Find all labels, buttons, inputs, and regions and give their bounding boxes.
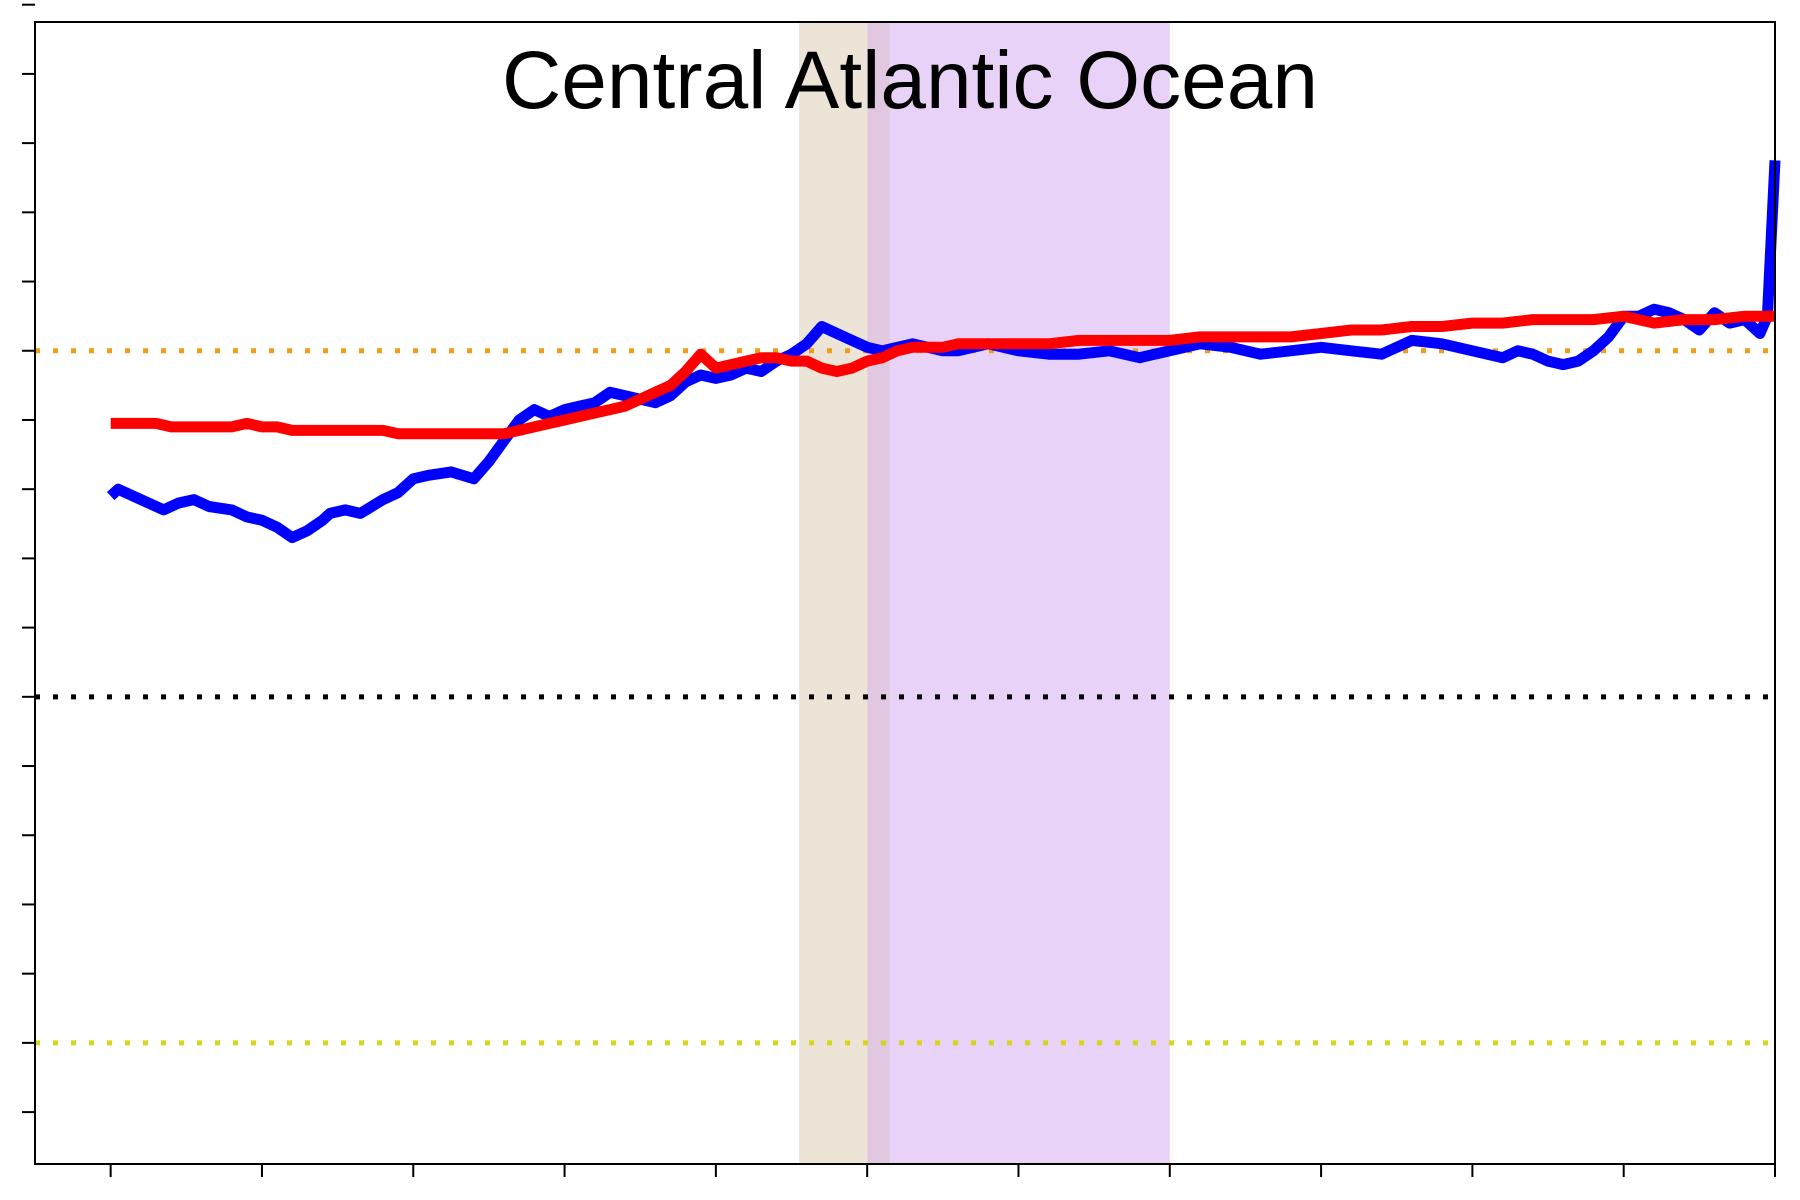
y-axis-ticks bbox=[22, 3, 35, 1114]
chart-title: Central Atlantic Ocean bbox=[502, 35, 1318, 126]
highlight-bands bbox=[799, 22, 1170, 1164]
highlight-band-2 bbox=[867, 22, 890, 1164]
reference-lines bbox=[35, 348, 1775, 1046]
x-axis-ticks bbox=[109, 1164, 1776, 1177]
highlight-band-1 bbox=[799, 22, 868, 1164]
plot-frame bbox=[34, 21, 1776, 1165]
series-line-1 bbox=[106, 160, 1781, 544]
data-series bbox=[106, 160, 1781, 544]
highlight-band-3 bbox=[889, 22, 1170, 1164]
series-line-2 bbox=[110, 310, 1775, 440]
